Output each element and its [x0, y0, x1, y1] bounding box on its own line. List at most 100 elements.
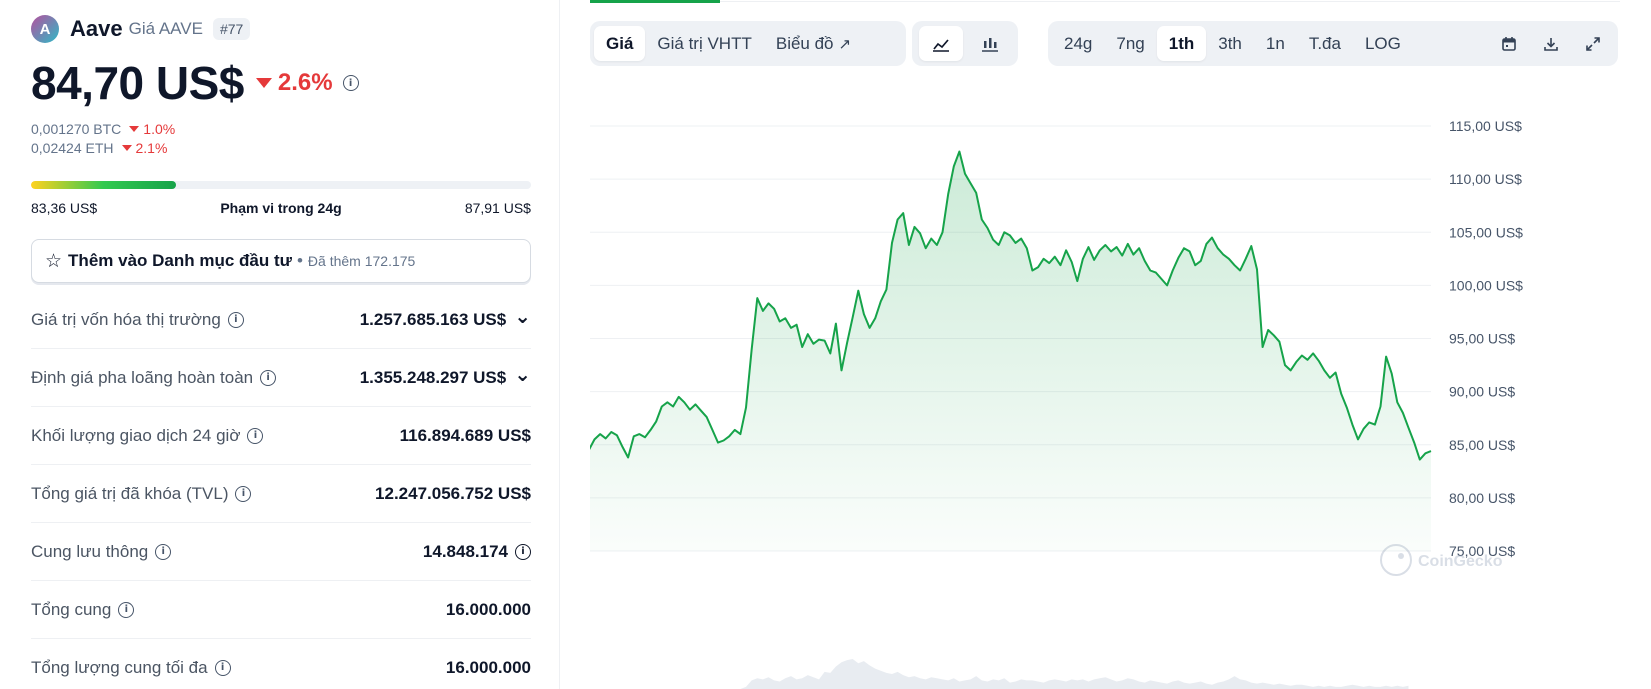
time-range-1[interactable]: 7ng [1116, 33, 1145, 53]
price-series-line [590, 150, 1432, 461]
stat-value-text: 12.247.056.752 US$ [375, 483, 531, 503]
range-24h-labels: 83,36 US$ Phạm vi trong 24g 87,91 US$ [31, 200, 531, 216]
stat-row[interactable]: Giá trị vốn hóa thị trường i 1.257.685.163… [31, 291, 531, 349]
stat-label-text: Giá trị vốn hóa thị trường [31, 309, 221, 329]
price-chart[interactable]: 115,00 US$ 110,00 US$ 105,00 US$ 100,00 US$… [590, 110, 1620, 689]
range-24h-bar [31, 181, 531, 189]
stat-value-text: 1.355.248.297 US$ [359, 367, 507, 387]
stat-value-text: 1.257.685.163 US$ [359, 309, 507, 329]
add-to-portfolio-button[interactable]: ☆ Thêm vào Danh mục đầu tư • Đã thêm 172… [31, 239, 531, 283]
info-icon[interactable]: i [214, 659, 231, 676]
fullscreen-icon [1586, 36, 1600, 51]
line-chart-button[interactable] [918, 26, 963, 61]
time-range-2[interactable]: 1th [1156, 26, 1207, 61]
coingecko-watermark: CoinGecko [1380, 544, 1503, 576]
tab-divider [720, 1, 1620, 2]
stat-row: Tổng giá trị đã khóa (TVL) i 12.247.056.75… [31, 465, 531, 523]
info-icon[interactable]: i [342, 75, 359, 91]
stat-label-text: Cung lưu thông [31, 541, 149, 561]
separator-dot: • [296, 251, 303, 270]
stat-value: 1.355.248.297 US$ ⌄ [359, 362, 531, 388]
info-icon[interactable]: i [235, 485, 252, 502]
y-tick-label: 80,00 US$ [1449, 490, 1515, 506]
candlestick-icon [981, 37, 998, 52]
y-tick-label: 105,00 US$ [1449, 224, 1523, 240]
tab-label: Biểu đồ [775, 33, 834, 53]
watermark-text: CoinGecko [1418, 553, 1503, 570]
stat-value-text: 116.894.689 US$ [399, 425, 531, 445]
range-low: 83,36 US$ [31, 200, 98, 216]
chevron-down-icon[interactable]: ⌄ [514, 303, 531, 328]
btc-change-value: 1.0% [143, 121, 176, 137]
time-range-0[interactable]: 24g [1064, 33, 1093, 53]
stat-label: Tổng cung i [31, 600, 135, 620]
tab-label: Giá [606, 33, 634, 53]
active-tab-indicator [590, 0, 720, 3]
price-row: 84,70 US$ 2.6% i [31, 56, 359, 110]
info-icon[interactable]: i [260, 369, 277, 386]
coin-header: A Aave Giá AAVE #77 [31, 14, 251, 44]
chart-tools [1488, 26, 1614, 61]
coin-name: Aave [70, 16, 123, 41]
btc-change: 1.0% [129, 121, 175, 137]
info-icon[interactable]: i [118, 601, 135, 618]
tab-chart-0[interactable]: Giá [594, 26, 646, 61]
stat-value-text: 14.848.174 [422, 541, 508, 561]
time-range-4[interactable]: 1n [1265, 33, 1285, 53]
down-arrow-icon [121, 145, 132, 151]
stat-row: Tổng cung i 16.000.000 [31, 581, 531, 639]
stat-label-text: Tổng giá trị đã khóa (TVL) [31, 483, 229, 503]
range-24h-fill [31, 181, 176, 189]
tab-chart-1[interactable]: Giá trị VHTT [645, 26, 763, 61]
info-icon[interactable]: i [227, 311, 244, 328]
time-range-6[interactable]: LOG [1364, 33, 1401, 53]
y-tick-label: 75,00 US$ [1449, 543, 1515, 559]
y-tick-label: 110,00 US$ [1449, 171, 1522, 187]
external-link-icon: ↗ [838, 34, 852, 53]
info-icon[interactable]: i [155, 543, 172, 560]
time-range-bar: 24g 7ng 1th 3th 1n T.đa LOG [1048, 21, 1618, 66]
y-tick-label: 85,00 US$ [1449, 437, 1515, 453]
gecko-eye-icon [1398, 553, 1404, 559]
chevron-down-icon[interactable]: ⌄ [514, 361, 531, 386]
coin-info-panel: A Aave Giá AAVE #77 84,70 US$ 2.6% i 0,0… [0, 0, 560, 689]
y-tick-label: 115,00 US$ [1449, 118, 1522, 134]
calendar-button[interactable] [1488, 26, 1530, 61]
chart-style-toggle [912, 21, 1018, 66]
tab-label: Giá trị VHTT [657, 33, 752, 53]
stat-label-text: Tổng lượng cung tối đa [31, 657, 208, 677]
stat-label-text: Định giá pha loãng hoàn toàn [31, 367, 254, 387]
y-tick-label: 90,00 US$ [1449, 384, 1515, 400]
btc-price: 0,001270 BTC [31, 121, 122, 137]
time-range-3[interactable]: 3th [1218, 33, 1242, 53]
y-axis-labels: 115,00 US$ 110,00 US$ 105,00 US$ 100,00 US$… [1449, 118, 1523, 559]
btc-price-row: 0,001270 BTC 1.0% [31, 121, 175, 137]
candlestick-button[interactable] [968, 26, 1012, 61]
star-icon: ☆ [45, 250, 63, 272]
info-icon[interactable]: i [515, 543, 531, 560]
range-high: 87,91 US$ [464, 200, 531, 216]
tab-chart-2[interactable]: Biểu đồ ↗ [764, 26, 863, 61]
stat-value: 1.257.685.163 US$ ⌄ [359, 304, 531, 330]
download-button[interactable] [1530, 26, 1572, 61]
stat-row: Cung lưu thông i 14.848.174 i [31, 523, 531, 581]
price-change-24h: 2.6% [255, 69, 333, 97]
time-range-5[interactable]: T.đa [1308, 33, 1341, 53]
y-tick-label: 95,00 US$ [1449, 331, 1515, 347]
range-label: Phạm vi trong 24g [220, 200, 342, 216]
calendar-icon [1502, 36, 1516, 51]
stat-value: 16.000.000 [446, 600, 531, 620]
down-arrow-icon [255, 78, 272, 88]
eth-price: 0,02424 ETH [31, 140, 114, 156]
stat-label: Tổng lượng cung tối đa i [31, 658, 231, 678]
stat-row: Tổng lượng cung tối đa i 16.000.000 [31, 639, 531, 689]
eth-change: 2.1% [121, 140, 167, 156]
stat-label: Tổng giá trị đã khóa (TVL) i [31, 483, 252, 504]
download-icon [1544, 37, 1558, 51]
info-icon[interactable]: i [247, 427, 264, 444]
stat-row[interactable]: Định giá pha loãng hoàn toàn i 1.355.248.2… [31, 349, 531, 407]
watchlist-count: Đã thêm 172.175 [307, 253, 416, 269]
fullscreen-button[interactable] [1572, 26, 1614, 61]
stat-label: Khối lượng giao dịch 24 giờ i [31, 426, 264, 446]
stat-row: Khối lượng giao dịch 24 giờ i 116.894.689 … [31, 407, 531, 465]
